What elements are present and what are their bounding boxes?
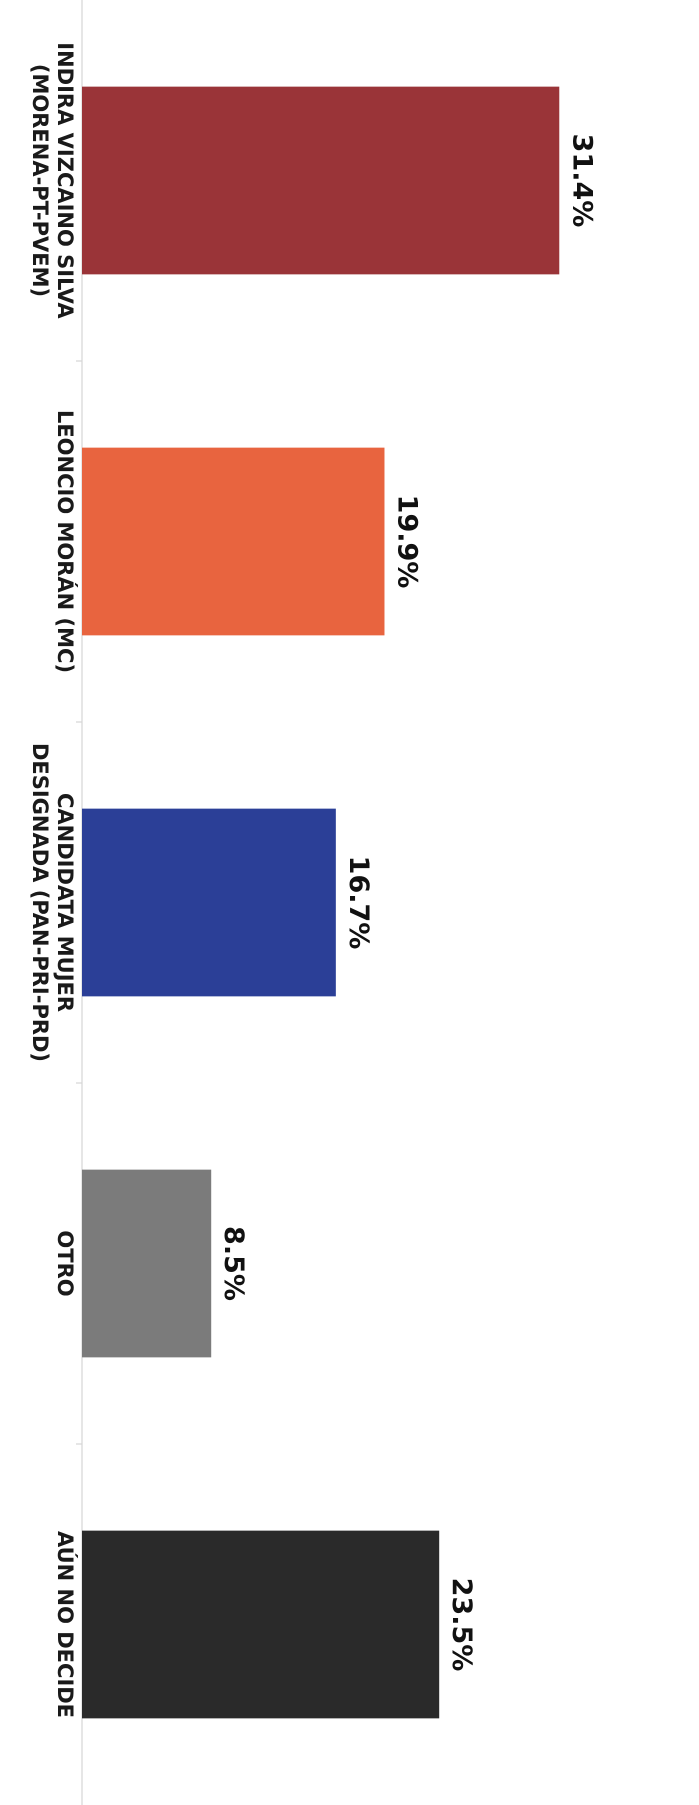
bar xyxy=(82,86,560,275)
bar xyxy=(82,808,336,997)
category-label: OTRO xyxy=(53,1230,77,1296)
data-label: 19.9% xyxy=(391,495,422,589)
category-label-line: OTRO xyxy=(53,1230,77,1296)
category-label-line: DESIGNADA (PAN-PRI-PRD) xyxy=(28,743,52,1062)
category-label-line: CANDIDATA MUJER xyxy=(53,793,77,1012)
category-label: INDIRA VIZCAINO SILVA(MORENA-PT-PVEM) xyxy=(28,42,77,319)
data-label: 23.5% xyxy=(446,1578,477,1672)
category-label: CANDIDATA MUJERDESIGNADA (PAN-PRI-PRD) xyxy=(28,743,77,1062)
category-label: AÚN NO DECIDE xyxy=(53,1531,78,1718)
category-label-line: (MORENA-PT-PVEM) xyxy=(28,64,52,297)
bar xyxy=(82,1169,212,1358)
data-label: 8.5% xyxy=(218,1226,249,1301)
category-label-line: AÚN NO DECIDE xyxy=(53,1531,78,1718)
data-label: 31.4% xyxy=(566,134,597,228)
data-label: 16.7% xyxy=(343,856,374,950)
category-label: LEONCIO MORÁN (MC) xyxy=(53,410,78,673)
category-label-line: LEONCIO MORÁN (MC) xyxy=(53,410,78,673)
category-label-line: INDIRA VIZCAINO SILVA xyxy=(53,42,77,319)
bar xyxy=(82,1530,440,1719)
bar xyxy=(82,447,385,636)
